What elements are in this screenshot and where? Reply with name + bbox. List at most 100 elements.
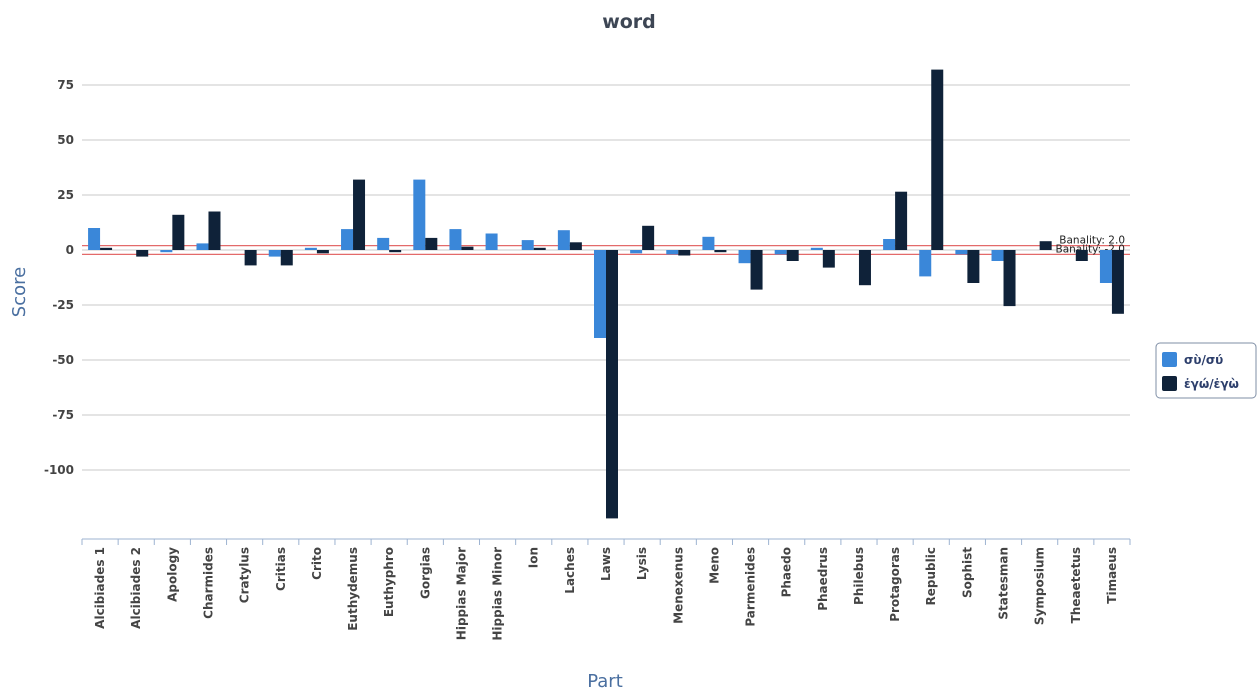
- y-tick-label: 75: [57, 78, 74, 92]
- bar-2: [1003, 250, 1016, 307]
- x-tick-label: Parmenides: [744, 547, 758, 627]
- x-tick-label: Alcibiades 1: [93, 547, 107, 629]
- y-tick-label: 25: [57, 188, 74, 202]
- x-tick-label: Euthydemus: [346, 547, 360, 631]
- x-tick-label: Crito: [310, 547, 324, 580]
- y-tick-label: -25: [52, 298, 74, 312]
- bar-2: [1075, 250, 1088, 261]
- bar-1: [738, 250, 751, 264]
- bar-1: [883, 239, 896, 250]
- x-tick-label: Lysis: [635, 547, 649, 580]
- x-tick-label: Laches: [563, 547, 577, 594]
- bars: [88, 69, 1124, 519]
- bar-1: [521, 240, 534, 250]
- bar-1: [377, 237, 390, 250]
- reference-line-label: Banality: 2.0: [1059, 235, 1125, 247]
- bar-1: [666, 250, 679, 255]
- x-tick-label: Statesman: [997, 547, 1011, 620]
- bar-1: [413, 179, 426, 250]
- y-tick-label: -75: [52, 408, 74, 422]
- y-tick-label: 50: [57, 133, 74, 147]
- x-tick-label: Republic: [924, 547, 938, 605]
- x-tick-label: Alcibiades 2: [129, 547, 143, 629]
- bar-1: [919, 250, 932, 277]
- bar-1: [88, 228, 101, 250]
- bar-2: [822, 250, 835, 268]
- y-axis-title: Score: [9, 267, 30, 317]
- bar-2: [244, 250, 257, 266]
- bar-1: [594, 250, 606, 338]
- bar-1: [304, 247, 317, 250]
- y-tick-label: 0: [66, 243, 74, 257]
- legend-swatch-series-2: [1162, 376, 1177, 391]
- bar-2: [714, 250, 727, 253]
- legend-box: [1155, 342, 1257, 399]
- legend[interactable]: σὺ/σύ ἐγώ/ἐγὼ: [1155, 342, 1257, 399]
- bar-2: [172, 214, 185, 250]
- bar-2: [931, 69, 944, 250]
- legend-label-series-1: σὺ/σύ: [1184, 353, 1223, 367]
- bar-2: [533, 247, 546, 250]
- bar-2: [967, 250, 980, 283]
- x-tick-label: Symposium: [1033, 547, 1047, 625]
- x-tick-label: Timaeus: [1105, 547, 1119, 604]
- bar-1: [1099, 250, 1112, 283]
- x-tick-label: Meno: [707, 547, 721, 584]
- bar-2: [208, 211, 221, 250]
- bar-2: [1039, 241, 1052, 250]
- x-tick-label: Euthyphro: [382, 547, 396, 617]
- bar-1: [810, 247, 823, 250]
- bar-2: [858, 250, 871, 286]
- x-tick-label: Hippias Minor: [491, 547, 505, 641]
- legend-swatch-series-1: [1162, 352, 1177, 367]
- legend-label-series-2: ἐγώ/ἐγὼ: [1184, 377, 1239, 391]
- bar-2: [678, 250, 691, 256]
- x-tick-label: Apology: [165, 547, 179, 602]
- bar-1: [557, 230, 570, 250]
- x-tick-label: Charmides: [201, 547, 215, 619]
- bar-1: [955, 250, 968, 255]
- chart-title: word: [602, 11, 656, 33]
- bar-2: [569, 242, 582, 250]
- x-tick-label: Phaedrus: [816, 547, 830, 611]
- x-tick-label: Cratylus: [238, 547, 252, 603]
- bar-1: [630, 250, 643, 254]
- y-tick-label: -100: [44, 463, 74, 477]
- bar-1: [341, 229, 354, 250]
- x-tick-label: Critias: [274, 547, 288, 591]
- bar-2: [316, 250, 329, 254]
- axes: 75 50 25 0 -25 -50 -75 -100 Alcibiades 1 Alcibiad…: [44, 78, 1131, 641]
- bar-2: [100, 247, 113, 250]
- x-tick-label: Gorgias: [418, 547, 432, 599]
- bar-1: [160, 250, 173, 253]
- bar-2: [895, 191, 908, 250]
- bar-1: [449, 229, 462, 250]
- x-tick-label: Theaetetus: [1069, 547, 1083, 623]
- bar-2: [642, 225, 655, 250]
- x-tick-label: Sophist: [960, 547, 974, 598]
- x-axis-title: Part: [587, 671, 623, 692]
- bar-2: [786, 250, 799, 261]
- bar-2: [606, 250, 618, 519]
- bar-1: [774, 250, 787, 255]
- bar-2: [389, 250, 402, 253]
- bar-1: [485, 233, 498, 250]
- y-tick-label: -50: [52, 353, 74, 367]
- x-tick-label: Phaedo: [780, 547, 794, 597]
- bar-2: [750, 250, 763, 290]
- x-tick-label: Protagoras: [888, 547, 902, 622]
- x-tick-label: Philebus: [852, 547, 866, 605]
- x-tick-label: Laws: [599, 547, 613, 581]
- x-tick-label: Menexenus: [671, 547, 685, 624]
- bar-2: [1111, 250, 1124, 314]
- bar-1: [268, 250, 281, 257]
- bar-2: [136, 250, 149, 257]
- x-tick-label: Hippias Major: [454, 547, 468, 640]
- x-tick-label: Ion: [527, 547, 541, 568]
- bar-1: [991, 250, 1004, 261]
- bar-1: [196, 243, 209, 250]
- bar-2: [461, 246, 474, 250]
- bar-2: [280, 250, 293, 266]
- bar-2: [353, 179, 366, 250]
- bar-2: [425, 237, 438, 250]
